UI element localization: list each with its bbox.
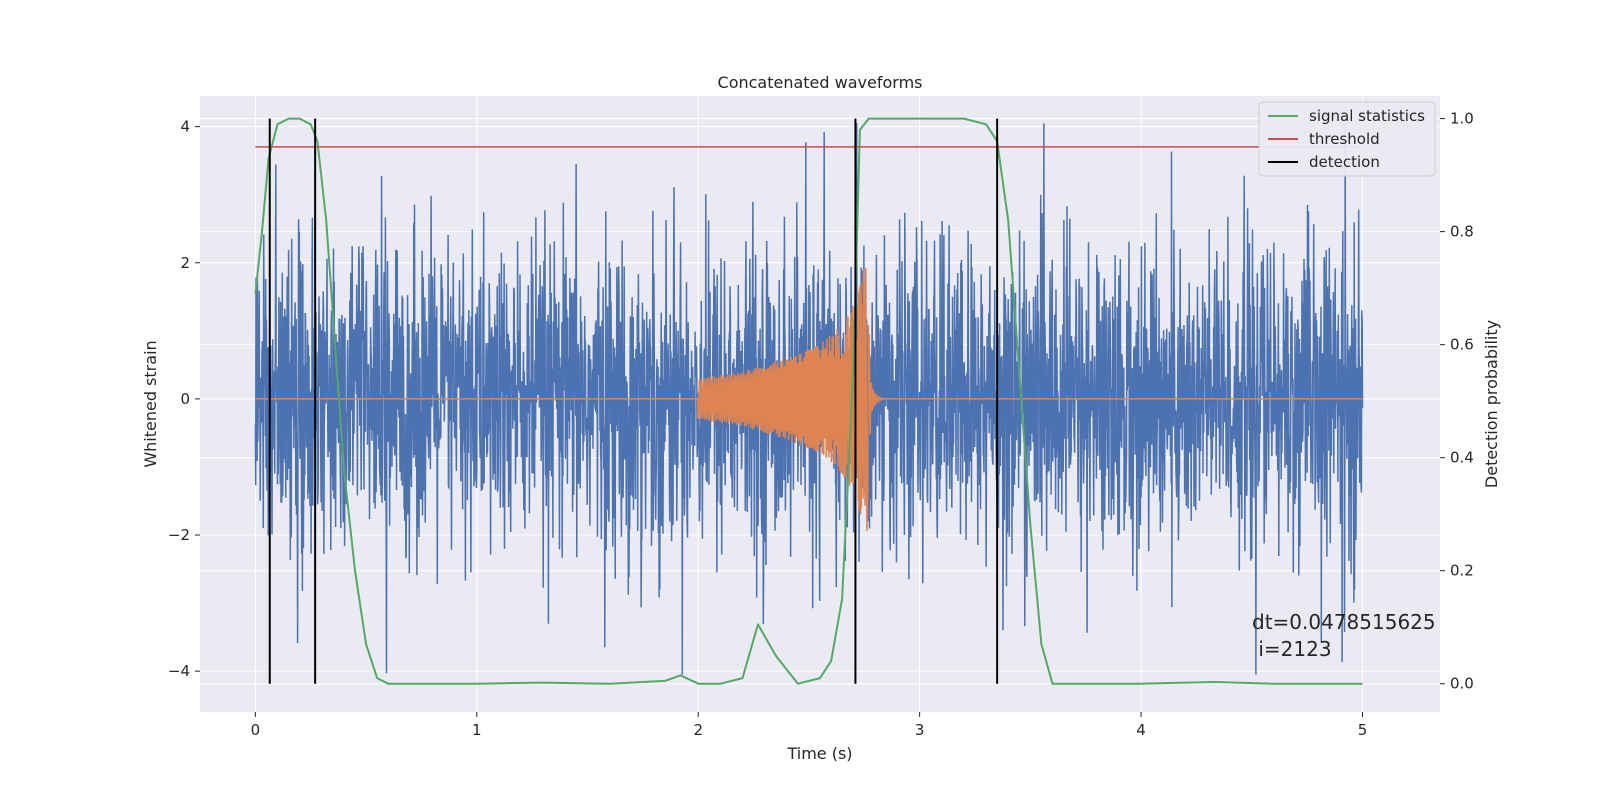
x-tick-label: 0	[251, 721, 261, 739]
legend-label-threshold: threshold	[1309, 130, 1380, 148]
x-tick-label: 4	[1136, 721, 1146, 739]
detection-lines	[268, 118, 999, 684]
y-axis-label: Whitened strain	[141, 340, 160, 467]
y-tick-label: −4	[168, 662, 190, 680]
x-axis-ticks: 0 1 2 3 4 5	[251, 712, 1368, 739]
y-tick-label: 0	[180, 390, 190, 408]
injection-series	[255, 268, 1363, 531]
x-tick-label: 5	[1358, 721, 1368, 739]
legend: signal statistics threshold detection	[1258, 101, 1436, 177]
x-axis-label: Time (s)	[786, 744, 852, 763]
signal-statistics-series	[254, 117, 1363, 685]
chart-title: Concatenated waveforms	[718, 73, 923, 92]
legend-label-detection: detection	[1309, 153, 1380, 171]
y2-tick-label: 0.0	[1450, 675, 1474, 693]
y2-axis-ticks: 0.0 0.2 0.4 0.6 0.8 1.0	[1440, 110, 1474, 693]
y2-axis-label: Detection probability	[1482, 320, 1501, 488]
y-tick-label: 4	[180, 118, 190, 136]
x-tick-label: 3	[915, 721, 925, 739]
x-tick-label: 1	[472, 721, 482, 739]
y-tick-label: −2	[168, 526, 190, 544]
injection-line	[255, 268, 1363, 531]
legend-label-signal: signal statistics	[1309, 107, 1425, 125]
y2-tick-label: 0.4	[1450, 449, 1474, 467]
x-tick-label: 2	[693, 721, 703, 739]
annotation-line-i: i=2123	[1252, 637, 1332, 661]
annotation: dt=0.0478515625 i=2123	[1252, 610, 1436, 661]
y2-tick-label: 1.0	[1450, 110, 1474, 128]
annotation-line-dt: dt=0.0478515625	[1252, 610, 1436, 634]
legend-box	[1258, 101, 1436, 177]
y-tick-label: 2	[180, 254, 190, 272]
y2-tick-label: 0.6	[1450, 336, 1474, 354]
y2-tick-label: 0.2	[1450, 562, 1474, 580]
noise-series	[254, 123, 1364, 675]
y2-tick-label: 0.8	[1450, 223, 1474, 241]
y-axis-ticks: −4 −2 0 2 4	[168, 118, 200, 680]
noise-line	[254, 123, 1364, 675]
signal-statistics-line	[254, 117, 1363, 685]
